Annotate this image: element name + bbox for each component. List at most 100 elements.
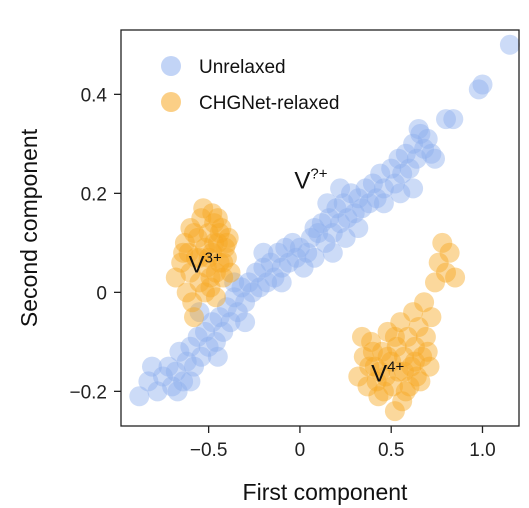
point-chgnet-relaxed-81 [399, 376, 420, 397]
y-tick-label-2: 0.2 [81, 184, 107, 205]
point-unrelaxed-67 [388, 148, 409, 169]
point-chgnet-relaxed-12 [200, 277, 221, 298]
legend-marker-unrelaxed [161, 56, 181, 76]
x-tick-label-3: 1.0 [469, 440, 495, 461]
y-tick-label-0: −0.2 [69, 382, 107, 403]
y-tick-label-1: 0 [96, 283, 107, 304]
point-unrelaxed-54 [337, 208, 358, 229]
point-chgnet-relaxed-31 [209, 223, 230, 243]
point-unrelaxed-26 [235, 292, 256, 313]
point-chgnet-relaxed-85 [370, 361, 391, 382]
point-unrelaxed-2 [142, 356, 162, 377]
point-unrelaxed-11 [180, 336, 201, 357]
point-unrelaxed-41 [289, 237, 310, 258]
point-chgnet-relaxed-55 [390, 312, 411, 333]
point-chgnet-relaxed-17 [209, 252, 230, 273]
point-unrelaxed-18 [205, 331, 226, 352]
point-unrelaxed-74 [414, 138, 435, 159]
point-unrelaxed-63 [370, 163, 391, 184]
x-tick-label-2: 0.5 [378, 440, 404, 461]
point-unrelaxed-59 [355, 178, 376, 199]
points-layer [129, 34, 520, 422]
point-chgnet-relaxed-1 [171, 252, 192, 273]
point-unrelaxed-70 [399, 158, 420, 179]
point-unrelaxed-44 [300, 227, 321, 248]
point-chgnet-relaxed-54 [388, 361, 409, 382]
point-chgnet-relaxed-66 [415, 326, 436, 347]
point-unrelaxed-53 [333, 193, 354, 214]
legend-marker-chgnet-relaxed [161, 92, 181, 112]
point-chgnet-relaxed-61 [404, 336, 425, 357]
point-unrelaxed-51 [326, 198, 347, 219]
point-chgnet-relaxed-18 [211, 218, 232, 238]
point-chgnet-relaxed-48 [372, 341, 393, 362]
point-chgnet-relaxed-4 [180, 262, 201, 283]
point-chgnet-relaxed-77 [366, 371, 387, 392]
point-unrelaxed-71 [403, 133, 424, 154]
point-chgnet-relaxed-71 [432, 232, 453, 253]
point-chgnet-relaxed-3 [176, 282, 197, 303]
point-unrelaxed-49 [319, 208, 340, 229]
point-chgnet-relaxed-7 [189, 272, 210, 293]
x-axis-title: First component [243, 479, 409, 505]
point-unrelaxed-55 [341, 183, 361, 204]
point-chgnet-relaxed-43 [353, 346, 374, 367]
point-chgnet-relaxed-34 [195, 282, 215, 303]
point-chgnet-relaxed-42 [348, 366, 369, 387]
point-unrelaxed-98 [253, 242, 274, 263]
point-unrelaxed-62 [366, 188, 387, 209]
point-chgnet-relaxed-22 [218, 227, 239, 248]
point-chgnet-relaxed-38 [189, 247, 210, 268]
point-unrelaxed-45 [304, 247, 325, 268]
y-tick-label-3: 0.4 [81, 85, 108, 106]
point-chgnet-relaxed-57 [395, 381, 416, 402]
point-unrelaxed-14 [191, 346, 212, 367]
x-tick-label-1: 0 [295, 440, 306, 461]
point-chgnet-relaxed-84 [362, 341, 383, 362]
point-chgnet-relaxed-41 [216, 232, 237, 253]
point-unrelaxed-83 [322, 242, 343, 263]
point-chgnet-relaxed-35 [204, 232, 225, 253]
x-axis: −0.5 0 0.5 1.0 [190, 426, 496, 461]
point-unrelaxed-79 [390, 183, 411, 204]
point-chgnet-relaxed-45 [361, 331, 382, 352]
point-unrelaxed-97 [330, 178, 351, 199]
point-unrelaxed-57 [348, 188, 369, 209]
point-unrelaxed-58 [352, 198, 372, 219]
point-chgnet-relaxed-33 [184, 307, 204, 328]
point-chgnet-relaxed-19 [213, 267, 234, 288]
point-chgnet-relaxed-62 [406, 366, 427, 387]
point-unrelaxed-84 [271, 272, 292, 293]
point-chgnet-relaxed-86 [377, 346, 398, 367]
point-unrelaxed-27 [238, 272, 259, 293]
point-unrelaxed-86 [207, 346, 228, 367]
y-axis: −0.2 0 0.2 0.4 [69, 85, 121, 403]
point-chgnet-relaxed-83 [417, 341, 438, 362]
point-chgnet-relaxed-32 [213, 252, 234, 273]
point-unrelaxed-10 [176, 351, 197, 372]
point-unrelaxed-82 [335, 227, 356, 248]
point-chgnet-relaxed-2 [174, 232, 195, 253]
point-unrelaxed-48 [315, 232, 336, 253]
point-chgnet-relaxed-58 [397, 326, 418, 347]
point-unrelaxed-60 [359, 193, 380, 214]
point-unrelaxed-24 [227, 302, 248, 323]
point-unrelaxed-1 [138, 371, 159, 392]
point-chgnet-relaxed-80 [392, 391, 413, 412]
point-unrelaxed-90 [443, 109, 464, 130]
point-unrelaxed-50 [322, 223, 343, 243]
point-chgnet-relaxed-82 [410, 371, 431, 392]
point-chgnet-relaxed-78 [373, 381, 394, 402]
point-chgnet-relaxed-44 [357, 376, 378, 397]
point-unrelaxed-38 [279, 252, 299, 273]
point-chgnet-relaxed-16 [207, 232, 228, 253]
legend: Unrelaxed CHGNet-relaxed [161, 56, 339, 114]
point-unrelaxed-4 [153, 366, 173, 387]
point-unrelaxed-15 [195, 321, 215, 342]
point-unrelaxed-80 [373, 193, 394, 214]
point-unrelaxed-39 [282, 232, 303, 253]
annotation-0: V?+ [294, 165, 327, 194]
point-unrelaxed-28 [242, 282, 263, 303]
legend-label-chgnet-relaxed: CHGNet-relaxed [199, 93, 339, 114]
point-chgnet-relaxed-79 [384, 401, 405, 422]
